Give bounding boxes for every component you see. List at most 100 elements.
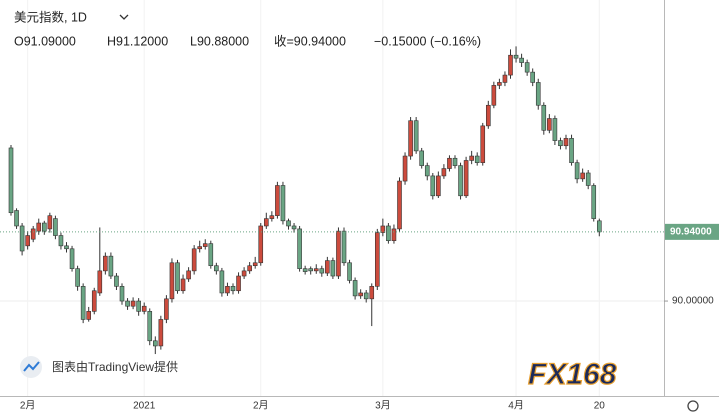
candle-body [225, 286, 230, 294]
ohlc-close: 收=90.94000 [274, 34, 346, 48]
candle-body [530, 71, 536, 83]
candle-body [569, 138, 574, 163]
candle-body [352, 280, 358, 297]
credit-text: 图表由TradingView提供 [52, 359, 178, 374]
candle-body [408, 120, 413, 157]
candle-body [125, 300, 130, 307]
settings-gear [687, 400, 699, 412]
candle-body [280, 185, 286, 222]
candle-body [86, 311, 91, 320]
candle-body [447, 157, 452, 169]
candle-body [513, 54, 519, 59]
candle-body [297, 228, 302, 269]
x-tick-label: 2月 [20, 400, 36, 412]
candle-body [547, 118, 552, 131]
ohlc-high: H91.12000 [107, 34, 168, 48]
candle-body [69, 248, 75, 269]
ohlc-low: L90.88000 [190, 34, 249, 48]
ohlc-open: O91.09000 [14, 34, 76, 48]
candle-body [380, 225, 386, 233]
candle-body [53, 218, 58, 236]
candle-body [452, 157, 458, 166]
candle-body [497, 82, 502, 86]
candle-body [441, 168, 447, 177]
candle-body [430, 175, 436, 197]
candle-body [153, 340, 158, 347]
candle-body [341, 230, 347, 264]
candle-body [164, 298, 169, 320]
candle-body [241, 270, 247, 277]
candle-body [347, 262, 352, 281]
candle-body [275, 185, 280, 216]
candle-body [108, 255, 114, 277]
candle-body [208, 243, 214, 267]
candle-body [391, 228, 397, 241]
candle-body [197, 246, 202, 250]
candle-body [535, 82, 541, 106]
candle-body [458, 165, 463, 197]
candle-body [541, 104, 547, 131]
candle-body [397, 180, 402, 230]
candle-body [552, 118, 558, 141]
candle-body [236, 275, 241, 292]
candle-body [180, 278, 186, 292]
ohlc-change: −0.15000 (−0.16%) [374, 34, 481, 48]
candle-body [336, 230, 341, 277]
overlay-layer: 90.00000 2月 2021 2月 3月 4月 20 90.94000 [0, 223, 719, 412]
candle-body [508, 54, 513, 76]
grid-layer [0, 0, 668, 396]
dropdown-icon[interactable] [119, 14, 129, 20]
logo-watermark: FX168 [528, 358, 617, 391]
candle-body [214, 265, 219, 272]
x-tick-label: 4月 [508, 400, 524, 412]
candle-body [402, 155, 408, 182]
candle-body [136, 300, 141, 312]
candle-body [424, 165, 430, 177]
candle-body [103, 255, 108, 272]
candle-body [158, 319, 164, 347]
x-tick-label: 2021 [133, 401, 156, 412]
candle-body [480, 125, 486, 163]
candle-body [363, 292, 369, 300]
candle-body [491, 85, 497, 106]
candle-body [558, 140, 563, 147]
candle-body [563, 138, 569, 147]
candle-body [169, 262, 175, 300]
tradingview-credit[interactable]: 图表由TradingView提供 [20, 356, 178, 378]
candle-body [413, 120, 419, 152]
chart-title: 美元指数, 1D [14, 9, 87, 24]
candle-body [269, 215, 275, 219]
candle-body [524, 62, 530, 73]
candle-body [147, 311, 153, 342]
candle-body [247, 265, 252, 272]
candle-body [202, 243, 208, 247]
candle-body [580, 172, 585, 180]
x-tick-label: 3月 [375, 400, 391, 412]
candle-body [319, 268, 325, 274]
candle-body [14, 210, 19, 227]
last-price-box [665, 223, 719, 240]
candle-body [8, 147, 14, 214]
candle-body [47, 215, 53, 230]
candle-body [313, 268, 319, 272]
credit-icon-glyph [23, 361, 40, 372]
candle-body [36, 222, 42, 232]
last-price-label: 90.94000 [670, 226, 712, 237]
candle-body [308, 268, 314, 272]
candle-body [291, 225, 297, 230]
candle-body [286, 220, 291, 227]
candle-body [141, 305, 147, 312]
candle-body [330, 260, 336, 277]
candle-body [474, 155, 480, 163]
candle-body [585, 172, 591, 186]
candles-layer [8, 46, 602, 355]
candle-body [436, 175, 441, 197]
candle-body [325, 260, 330, 274]
settings-icon[interactable] [687, 400, 699, 412]
candle-body [58, 235, 64, 247]
x-tick-label: 2月 [253, 400, 269, 412]
candle-body [374, 232, 380, 287]
candle-body [119, 286, 125, 302]
candle-body [591, 185, 597, 219]
candle-body [386, 225, 391, 241]
